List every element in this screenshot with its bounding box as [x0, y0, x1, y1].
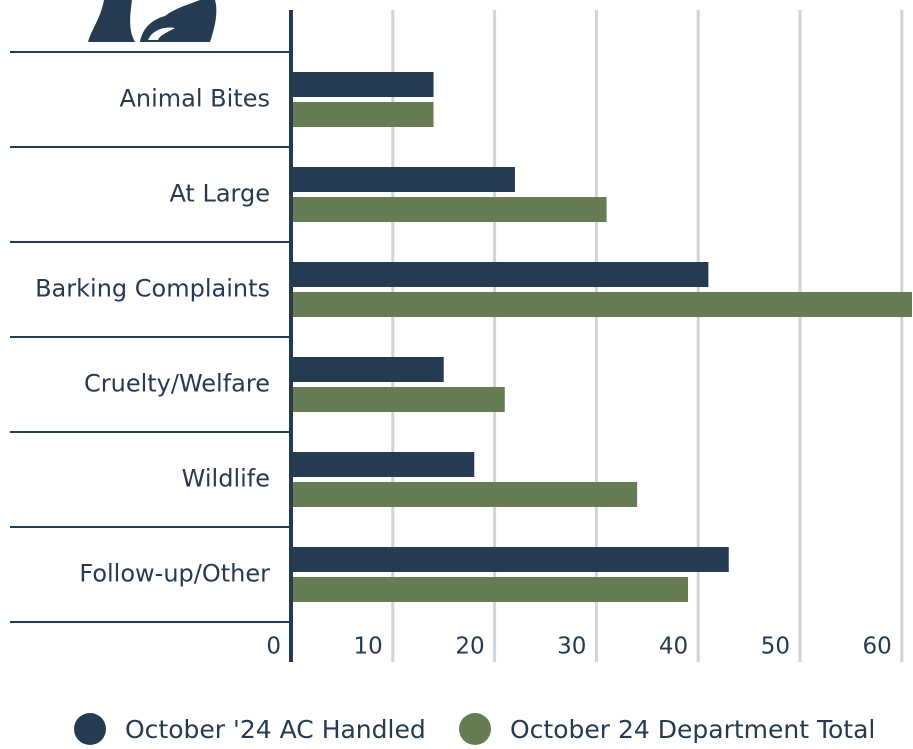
x-tick-label: 20: [455, 634, 484, 660]
bar: [291, 197, 607, 222]
x-tick-label: 60: [863, 634, 892, 660]
y-tick-label: Animal Bites: [120, 85, 271, 113]
bar: [291, 482, 637, 507]
y-tick-label: Barking Complaints: [35, 275, 270, 303]
legend-label: October 24 Department Total: [510, 715, 875, 744]
chart: 0 10 20 30 40 50 60 Animal Bites At Large Barking…: [0, 0, 913, 749]
bar: [291, 72, 434, 97]
x-tick-label: 50: [761, 634, 790, 660]
y-tick-label: Cruelty/Welfare: [84, 370, 270, 398]
bar: [291, 577, 688, 602]
bar: [291, 262, 708, 287]
x-tick-label: 30: [557, 634, 586, 660]
x-tick-label: 10: [354, 634, 383, 660]
cat-icon: [88, 0, 216, 42]
y-tick-label: At Large: [169, 180, 270, 208]
bar: [291, 167, 515, 192]
bar: [291, 292, 912, 317]
bar: [291, 387, 505, 412]
legend-marker: [459, 713, 491, 745]
x-tick-label: 40: [659, 634, 688, 660]
bar: [291, 102, 434, 127]
x-tick-label: 0: [266, 634, 281, 660]
bar: [291, 547, 729, 572]
y-tick-label: Follow-up/Other: [79, 560, 270, 588]
legend-marker: [74, 713, 106, 745]
y-tick-label: Wildlife: [182, 465, 270, 493]
legend-label: October '24 AC Handled: [125, 715, 426, 744]
bar: [291, 357, 444, 382]
bar: [291, 452, 474, 477]
